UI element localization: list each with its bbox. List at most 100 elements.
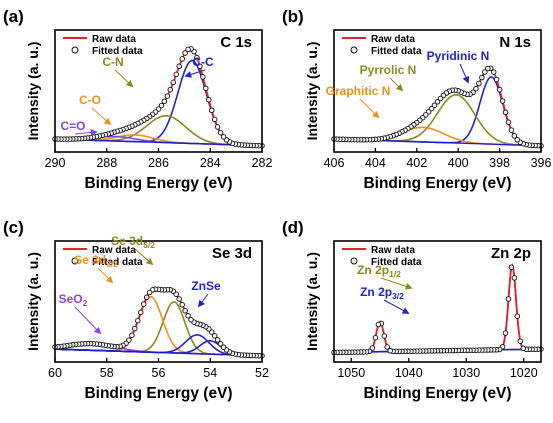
raw-data-point — [140, 301, 147, 307]
x-tick-label: 288 — [96, 156, 117, 170]
raw-data-point — [138, 309, 144, 316]
core-level-title: Zn 2p — [491, 245, 531, 262]
panel-label: (b) — [282, 7, 304, 26]
annotation-arrow — [91, 107, 112, 126]
x-tick-label: 286 — [148, 156, 169, 170]
x-axis-label: Binding Energy (eV) — [363, 175, 511, 192]
raw-data-point — [214, 124, 221, 130]
x-tick-label: 54 — [203, 366, 217, 380]
panel-1: 406 404 402 400 398 396 Binding Energy (eV) Int… — [282, 7, 551, 192]
legend-fitted-swatch — [350, 257, 358, 265]
legend-fitted-swatch — [350, 46, 358, 54]
annotation-arrow — [380, 277, 413, 290]
x-axis-label: Binding Energy (eV) — [363, 385, 511, 402]
raw-data-point — [200, 74, 206, 80]
annotation-arrow — [134, 248, 154, 266]
x-tick-label: 398 — [489, 156, 510, 170]
x-tick-label: 1030 — [452, 366, 480, 380]
raw-data-point — [135, 317, 141, 324]
annotation-arrow — [184, 69, 206, 78]
raw-data-point — [473, 85, 479, 92]
baseline-line — [54, 348, 263, 357]
raw-data-point — [158, 102, 165, 109]
raw-data-point — [369, 345, 376, 351]
raw-data-point — [188, 316, 194, 323]
y-axis-label: Intensity (a. u.) — [25, 252, 41, 351]
legend-raw-label: Raw data — [92, 245, 136, 256]
fitted-envelope-line — [334, 262, 541, 354]
x-tick-label: 284 — [200, 156, 221, 170]
legend-raw-label: Raw data — [92, 34, 136, 45]
raw-data-point — [375, 321, 382, 328]
raw-data-point — [431, 102, 438, 108]
raw-data-point — [132, 325, 138, 332]
raw-data-point — [482, 69, 488, 75]
panel-label: (d) — [282, 218, 304, 237]
raw-data-point — [384, 344, 390, 350]
x-tick-label: 1050 — [337, 366, 365, 380]
raw-data-point — [214, 337, 221, 343]
raw-data-point — [520, 345, 527, 352]
raw-data-point — [143, 294, 150, 301]
raw-data-point — [434, 99, 441, 105]
core-level-title: C 1s — [220, 34, 252, 51]
raw-data-point — [485, 65, 491, 72]
raw-data-point — [167, 86, 174, 93]
panel-label: (a) — [3, 7, 24, 26]
raw-data-point — [126, 337, 132, 343]
raw-data-point — [514, 313, 521, 319]
x-axis-label: Binding Energy (eV) — [84, 385, 232, 402]
x-tick-label: 1020 — [510, 366, 538, 380]
raw-data-point — [185, 313, 191, 319]
raw-data-point — [502, 330, 509, 336]
x-tick-label: 56 — [152, 366, 166, 380]
annotation-arrow — [97, 267, 114, 284]
raw-data-point — [194, 54, 200, 61]
raw-data-point — [203, 85, 209, 92]
raw-data-point — [372, 334, 379, 341]
y-axis-label: Intensity (a. u.) — [304, 252, 320, 351]
raw-data-point — [511, 275, 518, 281]
peak-annotation: C-C — [192, 55, 214, 69]
annotation-arrow — [197, 293, 209, 308]
legend-fitted-label: Fitted data — [371, 46, 422, 57]
component-peak-1 — [334, 320, 541, 354]
x-tick-label: 402 — [406, 156, 427, 170]
annotation-arrow — [359, 98, 380, 119]
raw-data-point — [490, 69, 497, 75]
raw-data-point — [197, 63, 203, 70]
peak-annotation: Se 3d5/2 — [111, 234, 155, 250]
raw-data-point — [428, 105, 435, 112]
plot-frame — [333, 29, 542, 153]
x-tick-label: 58 — [100, 366, 114, 380]
raw-data-point — [211, 116, 218, 123]
peak-annotation: Zn 2p3/2 — [360, 285, 404, 301]
x-tick-label: 406 — [324, 156, 345, 170]
raw-data-point — [493, 76, 500, 83]
legend-fitted-swatch — [71, 257, 79, 265]
peak-annotation: C=O — [60, 119, 85, 133]
raw-data-point — [502, 109, 509, 116]
panel-0: 290 288 286 284 282 Binding Energy (eV) Intens… — [3, 7, 272, 192]
legend-raw-label: Raw data — [371, 245, 415, 256]
x-tick-label: 1040 — [395, 366, 423, 380]
raw-data-point — [179, 56, 185, 62]
core-level-title: Se 3d — [212, 245, 252, 262]
raw-data-point — [129, 332, 135, 338]
raw-data-point — [179, 301, 185, 308]
core-level-title: N 1s — [499, 34, 531, 51]
peak-annotation: C-O — [79, 93, 101, 107]
annotation-arrow — [383, 299, 410, 314]
raw-data-point — [499, 98, 506, 104]
peak-annotation: Graphitic N — [326, 84, 391, 98]
raw-data-point — [170, 79, 177, 86]
x-tick-label: 52 — [255, 366, 269, 380]
raw-data-point — [146, 289, 153, 296]
y-axis-label: Intensity (a. u.) — [25, 42, 41, 141]
peak-annotation: SeO2 — [59, 292, 88, 308]
raw-data-point — [217, 341, 224, 347]
legend-fitted-label: Fitted data — [92, 257, 143, 268]
x-tick-label: 290 — [45, 156, 66, 170]
raw-data-point — [508, 127, 515, 133]
